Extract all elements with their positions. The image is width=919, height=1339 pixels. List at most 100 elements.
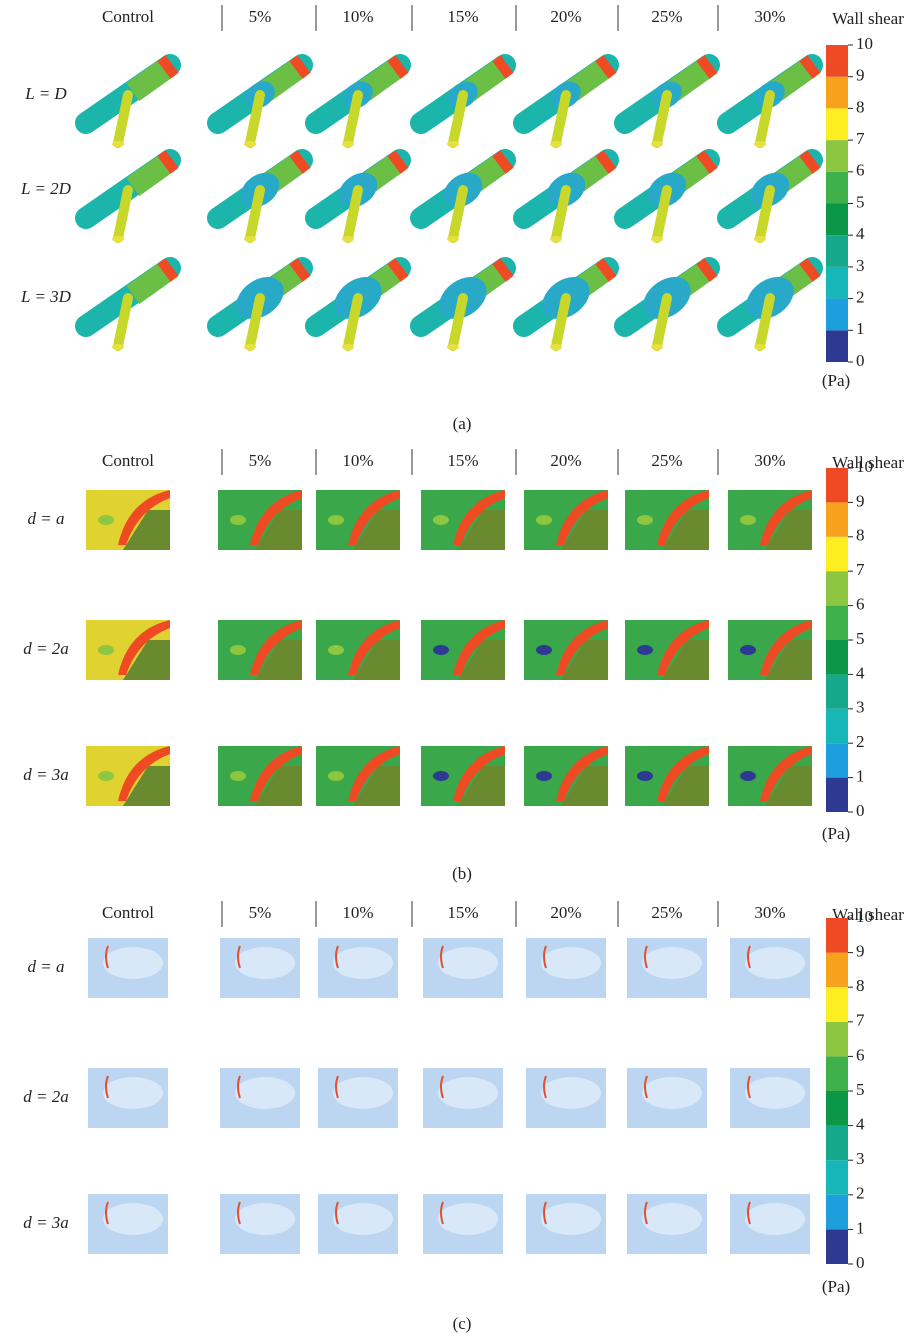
panel-label: (a)	[453, 414, 472, 433]
vessel-end	[595, 258, 617, 282]
colorbar-band	[826, 203, 848, 236]
thumbnail	[423, 1068, 503, 1128]
thumbnail	[614, 149, 720, 243]
branch	[652, 293, 672, 351]
colorbar-tick-label: 9	[856, 66, 865, 85]
patch-shadow	[123, 510, 170, 550]
vessel-distal	[126, 153, 175, 196]
thumbnail	[218, 490, 302, 550]
thumbnail	[218, 746, 302, 806]
colorbar-band	[826, 468, 848, 503]
low-shear	[328, 515, 344, 525]
colorbar-tick-label: 9	[856, 942, 865, 961]
column-header: 10%	[342, 451, 373, 470]
high-shear	[543, 945, 547, 969]
thumbnail	[305, 257, 411, 351]
high-shear	[657, 490, 709, 545]
column-header: 30%	[754, 451, 785, 470]
colorbar-tick-label: 7	[856, 129, 865, 148]
vessel-outline	[745, 947, 805, 979]
colorbar-tick-label: 8	[856, 976, 865, 995]
column-header: 20%	[550, 451, 581, 470]
vessel-end	[696, 55, 718, 79]
patch-shadow	[458, 640, 505, 680]
row-label: d = 2a	[23, 1087, 68, 1106]
vessel-end	[696, 258, 718, 282]
thumbnail	[410, 257, 516, 351]
thumbnail	[513, 257, 619, 351]
colorbar-band	[826, 571, 848, 606]
colorbar-unit: (Pa)	[822, 1277, 850, 1296]
colorbar-tick-label: 4	[856, 1115, 865, 1134]
branch	[245, 185, 265, 243]
branch	[448, 90, 468, 148]
colorbar-band	[826, 640, 848, 675]
colorbar-tick-label: 8	[856, 526, 865, 545]
branch-end	[342, 344, 354, 350]
thumbnail	[220, 1068, 300, 1128]
thumbnail	[625, 746, 709, 806]
column-header: 20%	[550, 7, 581, 26]
vessel-outline	[438, 947, 498, 979]
high-shear	[335, 1201, 339, 1225]
branch	[113, 293, 133, 351]
high-shear	[118, 490, 170, 545]
branch	[245, 90, 265, 148]
thumbnail	[86, 620, 170, 680]
high-shear	[657, 620, 709, 675]
thumbnail	[220, 1194, 300, 1254]
colorbar-band	[826, 330, 848, 362]
colorbar-band	[826, 952, 848, 988]
thumbnail	[75, 54, 181, 148]
vessel-distal	[126, 58, 175, 101]
patch-shadow	[561, 766, 608, 806]
colorbar-tick-label: 6	[856, 595, 865, 614]
thumbnail	[614, 257, 720, 351]
row-label: L = D	[24, 84, 67, 103]
vessel-end	[289, 258, 311, 282]
thumbnail	[524, 490, 608, 550]
low-shear	[328, 771, 344, 781]
high-shear	[556, 490, 608, 545]
row-label: d = 3a	[23, 1213, 68, 1232]
thumbnail	[88, 1194, 168, 1254]
low-shear	[740, 771, 756, 781]
thumbnail	[627, 1068, 707, 1128]
branch-end	[550, 344, 562, 350]
vessel-outline	[235, 1077, 295, 1109]
thumbnail	[218, 620, 302, 680]
low-shear	[98, 515, 114, 525]
high-shear	[657, 746, 709, 801]
colorbar-band	[826, 777, 848, 812]
high-shear	[105, 1201, 109, 1225]
patch-shadow	[765, 766, 812, 806]
colorbar-band	[826, 140, 848, 172]
column-header: 10%	[342, 7, 373, 26]
thumbnail	[88, 938, 168, 998]
patch-shadow	[561, 510, 608, 550]
low-shear	[230, 771, 246, 781]
high-shear	[543, 1075, 547, 1099]
branch	[652, 185, 672, 243]
colorbar-title: Wall shear	[832, 453, 904, 472]
column-header: 5%	[249, 451, 272, 470]
low-shear	[433, 645, 449, 655]
row-label: d = 3a	[23, 765, 68, 784]
row-label: L = 3D	[20, 287, 72, 306]
branch-end	[244, 344, 256, 350]
high-shear	[440, 945, 444, 969]
column-header: 10%	[342, 903, 373, 922]
colorbar-tick-label: 0	[856, 351, 865, 370]
thumbnail	[526, 1194, 606, 1254]
row-label: L = 2D	[20, 179, 72, 198]
colorbar-band	[826, 266, 848, 299]
thumbnail	[423, 1194, 503, 1254]
branch	[551, 90, 571, 148]
low-shear	[637, 515, 653, 525]
column-header: 25%	[651, 7, 682, 26]
thumbnail	[625, 620, 709, 680]
branch	[245, 293, 265, 351]
colorbar-band	[826, 1021, 848, 1057]
vessel-outline	[333, 1203, 393, 1235]
